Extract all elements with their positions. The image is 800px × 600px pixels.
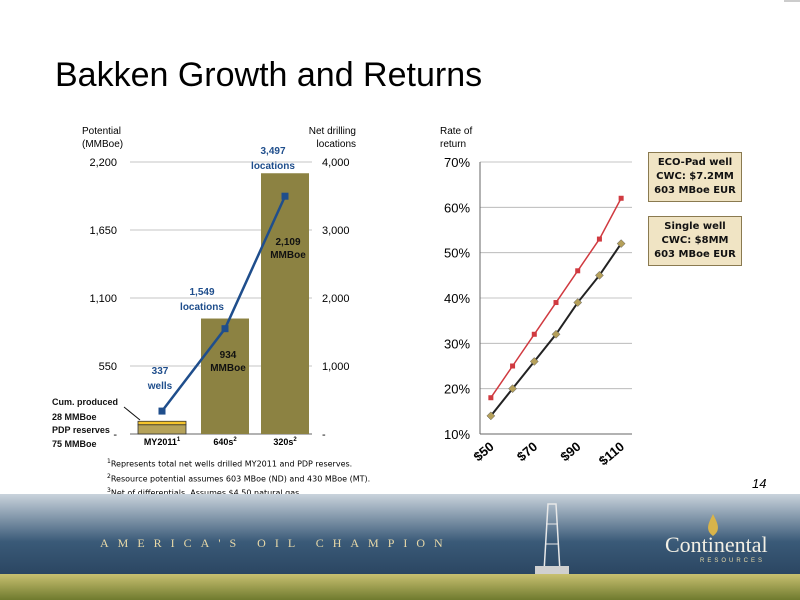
- series-point: [510, 363, 516, 369]
- right-chart-axis-title: return: [440, 139, 466, 150]
- bar-cum-produced: [137, 420, 187, 426]
- callout-arrow: [123, 406, 141, 421]
- x-tick-label: $70: [514, 439, 540, 464]
- right-tick-label: 1,000: [322, 361, 350, 373]
- category-label: 640s2: [213, 437, 237, 447]
- right-tick-label: 3,000: [322, 225, 350, 237]
- bar-data-label: 2,109: [275, 237, 300, 248]
- legend-single-well: Single well CWC: $8MM 603 MBoe EUR: [648, 216, 742, 266]
- left-tick-label: 2,200: [89, 157, 117, 169]
- category-label: 320s2: [273, 437, 297, 447]
- y-tick-label: 40%: [444, 291, 470, 306]
- rate-of-return-chart: Rate of return 10% 20% 30% 40% 50% 60% 70% $50 $70…: [440, 126, 632, 469]
- line-data-label: locations: [251, 161, 295, 172]
- footnote-3: 3Net of differentials. Assumes $4.50 nat…: [107, 487, 302, 498]
- series-point: [551, 329, 561, 339]
- series-point: [575, 268, 581, 274]
- left-tick-label: 550: [99, 361, 117, 373]
- top-rule: [784, 0, 800, 2]
- series-point: [616, 239, 626, 248]
- legend-eco-pad-line-1: ECO-Pad well: [657, 157, 733, 168]
- footnotes: 1Represents total net wells drilled MY20…: [107, 456, 370, 500]
- legend-eco-pad-line-2: CWC: $7.2MM: [656, 171, 734, 182]
- potential-chart: Potential (MMBoe) Net drilling locations - - 5…: [52, 126, 356, 449]
- y-tick-label: 60%: [444, 200, 470, 215]
- bar-potential: [201, 318, 249, 434]
- left-tick-label: 1,100: [89, 293, 117, 305]
- footer-banner: AMERICA'S OIL CHAMPION Continental RESOU…: [0, 494, 800, 600]
- bar-potential: [261, 173, 309, 434]
- x-tick-label: $90: [557, 439, 583, 464]
- right-tick-label: 2,000: [322, 293, 350, 305]
- line-data-label: 337: [152, 366, 169, 377]
- banner-background: [0, 494, 800, 600]
- series-point: [595, 270, 604, 280]
- logo-drop-icon: [708, 514, 718, 536]
- footnote-2: 2Resource potential assumes 603 MBoe (ND…: [107, 472, 371, 484]
- y-tick-label: 50%: [444, 246, 470, 261]
- legend-single-well-line-1: Single well: [664, 221, 726, 232]
- company-logo: Continental: [665, 532, 768, 557]
- left-tick-label: 1,650: [89, 225, 117, 237]
- line-data-label: locations: [180, 302, 224, 313]
- footnote-1: 1Represents total net wells drilled MY20…: [107, 458, 353, 469]
- locations-point: [158, 407, 166, 415]
- category-label: MY20111: [144, 437, 181, 447]
- drilling-rig-icon: [535, 503, 569, 574]
- series-point: [618, 195, 624, 201]
- series-point: [531, 331, 537, 337]
- bar-data-label: MMBoe: [270, 250, 306, 261]
- right-tick-label: -: [322, 429, 326, 441]
- series-point: [508, 384, 517, 394]
- series-point: [488, 395, 494, 401]
- right-tick-label: 4,000: [322, 157, 350, 169]
- right-axis-title: locations: [317, 139, 356, 150]
- callout-label: 75 MMBoe: [52, 439, 97, 449]
- callout-label: PDP reserves: [52, 425, 110, 435]
- x-tick-label: $50: [471, 439, 497, 464]
- y-tick-label: 30%: [444, 336, 470, 351]
- left-tick-label: -: [113, 429, 117, 441]
- locations-point: [281, 192, 289, 200]
- y-tick-label: 10%: [444, 427, 470, 442]
- legend-eco-pad-line-3: 603 MBoe EUR: [654, 185, 736, 196]
- series-point: [529, 357, 539, 366]
- right-chart-axis-title: Rate of: [440, 126, 472, 137]
- callout-label: 28 MMBoe: [52, 412, 97, 422]
- bar-data-label: MMBoe: [210, 363, 246, 374]
- legend-single-well-line-3: 603 MBoe EUR: [654, 249, 736, 260]
- series-point: [486, 411, 496, 421]
- line-data-label: wells: [147, 381, 173, 392]
- y-tick-label: 70%: [444, 155, 470, 170]
- line-data-label: 3,497: [260, 146, 285, 157]
- line-data-label: 1,549: [189, 287, 214, 298]
- slide-title: Bakken Growth and Returns: [55, 56, 483, 94]
- bar-data-label: 934: [220, 350, 237, 361]
- left-axis-title: Potential: [82, 126, 121, 137]
- page-number: 14: [752, 476, 767, 491]
- banner-tagline: AMERICA'S OIL CHAMPION: [100, 536, 452, 550]
- callout-label: Cum. produced: [52, 397, 118, 407]
- company-logo-sub: RESOURCES: [700, 558, 766, 564]
- series-point: [596, 236, 602, 242]
- left-axis-title: (MMBoe): [82, 139, 123, 150]
- series-point: [573, 298, 583, 307]
- legend-single-well-line-2: CWC: $8MM: [661, 235, 729, 246]
- y-tick-label: 20%: [444, 382, 470, 397]
- locations-point: [221, 325, 229, 333]
- x-tick-label: $110: [596, 439, 627, 469]
- right-axis-title: Net drilling: [309, 126, 356, 137]
- series-point: [553, 300, 559, 306]
- legend-eco-pad-well: ECO-Pad well CWC: $7.2MM 603 MBoe EUR: [648, 152, 742, 202]
